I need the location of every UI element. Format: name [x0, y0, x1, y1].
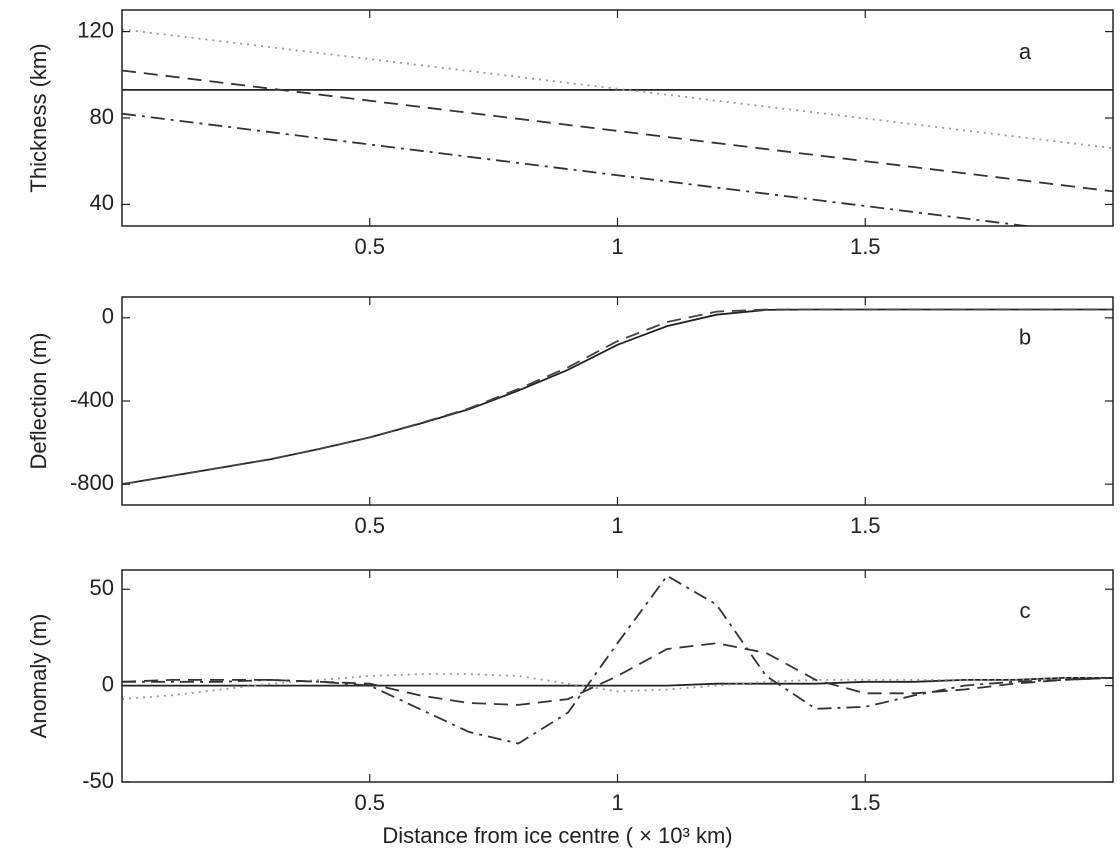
- plot-frame: [121, 9, 1114, 227]
- data-line: [122, 308, 1113, 486]
- y-tick-label: 120: [77, 17, 114, 42]
- data-line: [122, 677, 1113, 687]
- y-tick-label: 0: [102, 671, 114, 696]
- y-axis-label: Thickness (km): [26, 43, 51, 192]
- x-tick-label: 1.5: [850, 513, 881, 538]
- x-tick-label: 0.5: [354, 513, 385, 538]
- x-tick-label: 0.5: [354, 790, 385, 815]
- y-tick-label: -50: [82, 768, 114, 793]
- panel-label: b: [1019, 324, 1031, 349]
- y-tick-label: 80: [90, 104, 114, 129]
- data-line: [122, 69, 1113, 193]
- data-line: [122, 574, 1113, 745]
- plot-frame: [121, 296, 1114, 506]
- y-tick-label: 0: [102, 304, 114, 329]
- x-tick-label: 0.5: [354, 234, 385, 259]
- plot-frame: [121, 569, 1114, 783]
- x-tick-label: 1.5: [850, 790, 881, 815]
- y-tick-label: -800: [70, 470, 114, 495]
- data-line: [122, 112, 1034, 226]
- y-tick-label: -400: [70, 387, 114, 412]
- panel: -800 -400 0 0.5 1 1.5 b Deflection (m): [26, 296, 1114, 538]
- y-axis-label: Anomaly (m): [26, 614, 51, 739]
- y-tick-label: 40: [90, 190, 114, 215]
- data-line: [122, 28, 1113, 150]
- x-tick-label: 1.5: [850, 234, 881, 259]
- data-line: [122, 308, 1113, 486]
- data-line: [122, 673, 1113, 700]
- panel-label: c: [1020, 598, 1031, 623]
- data-line: [122, 642, 1113, 706]
- x-tick-label: 1: [611, 790, 623, 815]
- panel: 40 80 120 0.5 1 1.5 a Thickness (km): [26, 9, 1114, 259]
- x-tick-label: 1: [611, 513, 623, 538]
- panel-label: a: [1019, 39, 1032, 64]
- x-axis-label: Distance from ice centre ( × 10³ km): [382, 823, 732, 848]
- x-tick-label: 1: [611, 234, 623, 259]
- panel: -50 0 50 0.5 1 1.5 c Anomaly (m) Distance from i…: [26, 569, 1114, 848]
- y-axis-label: Deflection (m): [26, 333, 51, 470]
- y-tick-label: 50: [90, 575, 114, 600]
